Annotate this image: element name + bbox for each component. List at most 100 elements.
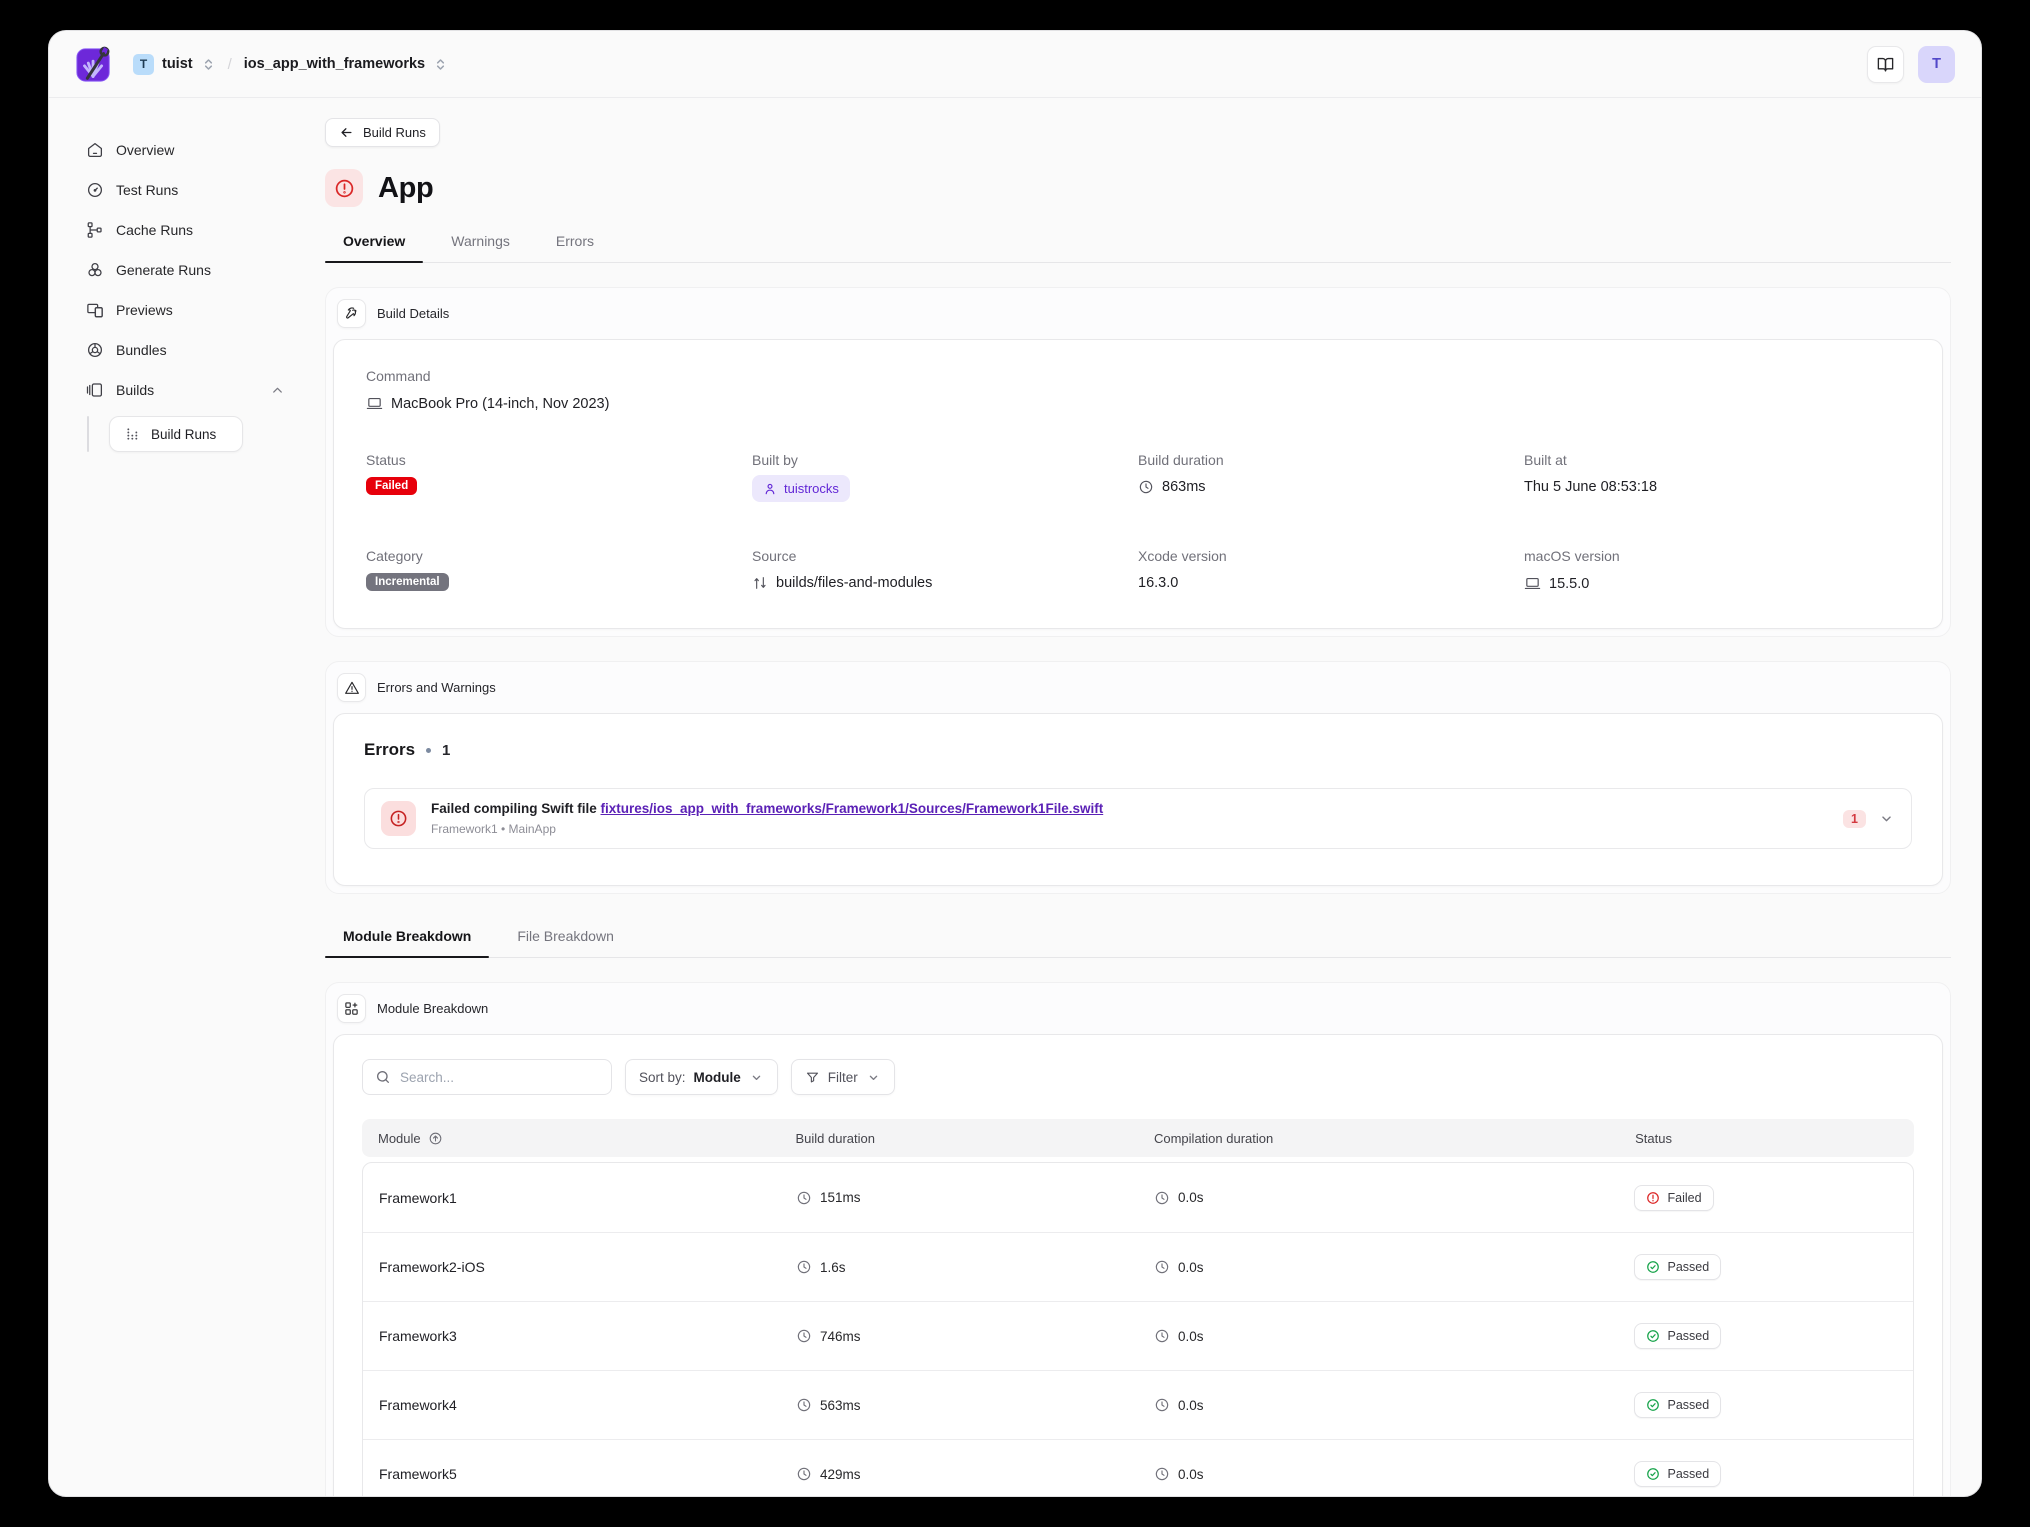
command-value: MacBook Pro (14-inch, Nov 2023)	[391, 395, 610, 412]
breakdown-tabs: Module Breakdown File Breakdown	[325, 928, 1951, 958]
sidebar-label: Generate Runs	[116, 262, 211, 278]
sidebar-item-overview[interactable]: Overview	[86, 130, 285, 170]
tab-overview[interactable]: Overview	[325, 233, 424, 263]
table-header: Module Build duration Compilation durati…	[362, 1119, 1914, 1157]
sidebar-item-cache-runs[interactable]: Cache Runs	[86, 210, 285, 250]
sort-by-button[interactable]: Sort by: Module	[625, 1059, 778, 1095]
clock-icon	[796, 1328, 812, 1344]
sidebar-label: Overview	[116, 142, 175, 158]
error-circle-icon	[1646, 1191, 1660, 1205]
field-built-at: Built at Thu 5 June 08:53:18	[1524, 452, 1658, 495]
category-badge: Incremental	[366, 573, 449, 591]
sort-ascending-icon[interactable]	[428, 1131, 443, 1146]
column-module[interactable]: Module	[378, 1130, 421, 1146]
column-build-duration[interactable]: Build duration	[795, 1130, 875, 1146]
sidebar-item-test-runs[interactable]: Test Runs	[86, 170, 285, 210]
person-icon	[763, 482, 777, 496]
clock-icon	[796, 1259, 812, 1275]
section-title: Errors and Warnings	[377, 680, 496, 695]
docs-button[interactable]	[1867, 45, 1904, 83]
user-avatar[interactable]: T	[1918, 45, 1955, 83]
column-compilation-duration[interactable]: Compilation duration	[1153, 1130, 1274, 1146]
check-circle-icon	[1646, 1260, 1660, 1274]
error-message: Failed compiling Swift file	[431, 801, 601, 816]
field-xcode-version: Xcode version 16.3.0	[1138, 548, 1227, 591]
project-switcher-icon[interactable]	[433, 57, 448, 72]
row-status-badge: Passed	[1634, 1392, 1722, 1418]
clock-icon	[796, 1397, 812, 1413]
field-macos-version: macOS version 15.5.0	[1524, 548, 1620, 592]
arrow-left-icon	[339, 125, 354, 140]
chevron-up-icon[interactable]	[270, 383, 285, 398]
error-circle-icon	[381, 801, 416, 836]
module-breakdown-section: Module Breakdown Sort by: Module	[325, 982, 1951, 1496]
filter-button[interactable]: Filter	[790, 1059, 895, 1095]
breadcrumb-separator: /	[227, 55, 232, 73]
clock-icon	[796, 1466, 812, 1482]
table-row[interactable]: Framework3 746ms 0.0s Passed	[363, 1301, 1913, 1370]
back-button[interactable]: Build Runs	[325, 118, 440, 147]
check-circle-icon	[1646, 1398, 1660, 1412]
sidebar-item-previews[interactable]: Previews	[86, 290, 285, 330]
chevron-down-icon	[866, 1070, 881, 1085]
devices-icon	[86, 301, 104, 319]
org-name[interactable]: tuist	[162, 56, 193, 72]
field-status: Status Failed	[366, 452, 752, 502]
tab-warnings[interactable]: Warnings	[451, 233, 510, 249]
project-name[interactable]: ios_app_with_frameworks	[243, 56, 426, 72]
error-status-icon	[325, 169, 363, 207]
sidebar-label: Build Runs	[151, 426, 217, 442]
clock-icon	[1154, 1466, 1170, 1482]
sidebar-item-bundles[interactable]: Bundles	[86, 330, 285, 370]
errors-count: 1	[442, 741, 451, 759]
search-input[interactable]	[400, 1069, 599, 1085]
breadcrumb: T tuist / ios_app_with_frameworks	[133, 53, 448, 75]
tuist-logo-icon[interactable]	[75, 45, 113, 83]
table-body: Framework1 151ms 0.0s Failed Framework2-…	[362, 1162, 1914, 1496]
sidebar-item-builds[interactable]: Builds	[86, 370, 285, 410]
bundle-icon	[86, 341, 104, 359]
clock-icon	[1154, 1190, 1170, 1206]
chevron-down-icon[interactable]	[1878, 810, 1895, 827]
tab-module-breakdown[interactable]: Module Breakdown	[325, 928, 490, 958]
error-row[interactable]: Failed compiling Swift file fixtures/ios…	[364, 788, 1912, 849]
sidebar-label: Builds	[116, 382, 155, 398]
sidebar-item-generate-runs[interactable]: Generate Runs	[86, 250, 285, 290]
clock-icon	[1154, 1259, 1170, 1275]
tab-errors[interactable]: Errors	[555, 233, 595, 249]
column-status[interactable]: Status	[1635, 1130, 1672, 1146]
app-window: T tuist / ios_app_with_frameworks	[48, 30, 1982, 1497]
error-count-badge: 1	[1843, 809, 1866, 828]
sidebar-item-build-runs[interactable]: Build Runs	[109, 416, 244, 452]
table-row[interactable]: Framework2-iOS 1.6s 0.0s Passed	[363, 1232, 1913, 1301]
section-title: Build Details	[377, 306, 450, 321]
row-status-badge: Passed	[1634, 1254, 1722, 1280]
top-bar: T tuist / ios_app_with_frameworks	[49, 31, 1981, 98]
search-box	[362, 1059, 612, 1095]
back-button-label: Build Runs	[363, 125, 426, 140]
error-file-link[interactable]: fixtures/ios_app_with_frameworks/Framewo…	[600, 801, 1104, 816]
built-by-pill[interactable]: tuistrocks	[752, 475, 850, 502]
build-runs-icon	[125, 426, 141, 442]
table-row[interactable]: Framework5 429ms 0.0s Passed	[363, 1439, 1913, 1496]
field-source: Source builds/files-and-modules	[752, 548, 933, 591]
errors-warnings-section: Errors and Warnings Errors 1	[325, 661, 1951, 894]
table-row[interactable]: Framework1 151ms 0.0s Failed	[363, 1163, 1913, 1232]
laptop-icon	[366, 395, 383, 412]
check-circle-icon	[1646, 1467, 1660, 1481]
row-status-badge: Passed	[1634, 1323, 1722, 1349]
chevron-down-icon	[749, 1070, 764, 1085]
error-subtext: Framework1 • MainApp	[431, 822, 556, 836]
book-icon	[1876, 55, 1895, 74]
branch-icon	[752, 575, 768, 591]
dot-separator	[426, 747, 432, 753]
build-details-section: Build Details Command MacBook Pro (14-in…	[325, 287, 1951, 637]
sidebar-label: Test Runs	[116, 182, 179, 198]
row-status-badge: Passed	[1634, 1461, 1722, 1487]
sidebar-label: Cache Runs	[116, 222, 194, 238]
check-circle-icon	[1646, 1329, 1660, 1343]
org-switcher-icon[interactable]	[201, 57, 216, 72]
table-row[interactable]: Framework4 563ms 0.0s Passed	[363, 1370, 1913, 1439]
clock-icon	[1154, 1328, 1170, 1344]
tab-file-breakdown[interactable]: File Breakdown	[517, 928, 614, 944]
